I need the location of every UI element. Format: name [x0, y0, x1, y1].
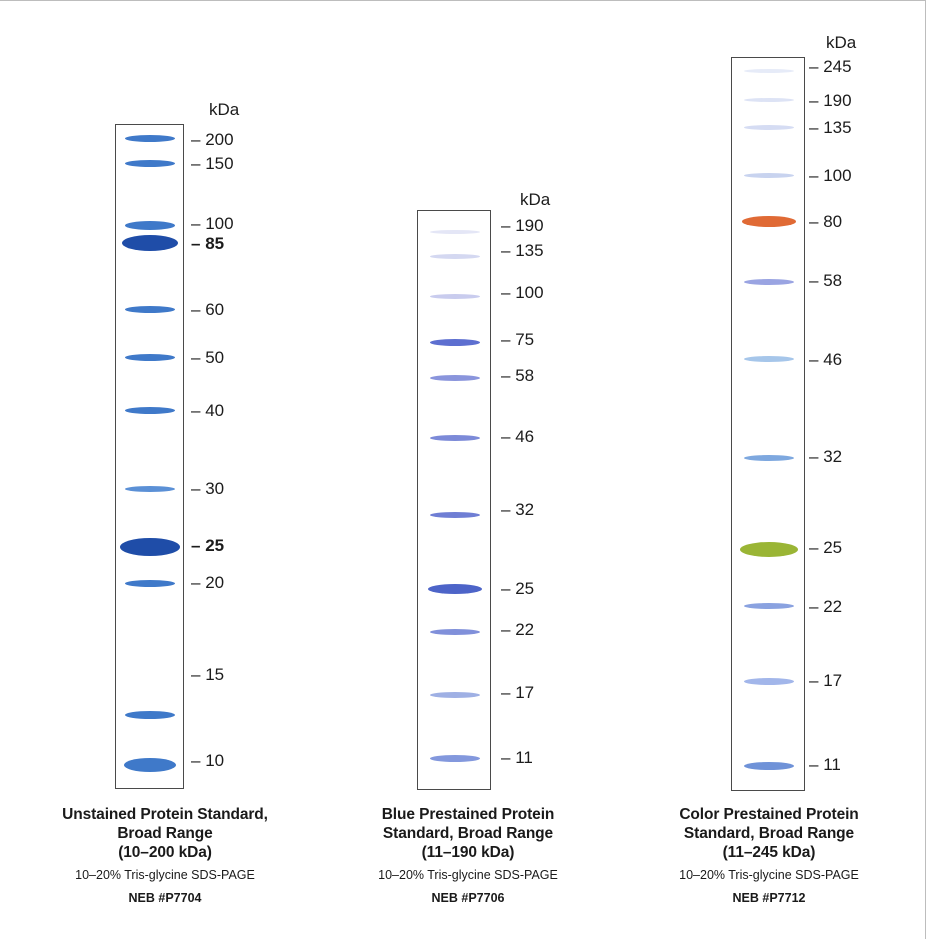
band-46	[430, 435, 480, 441]
band-58	[430, 375, 480, 381]
gel-type: 10–20% Tris-glycine SDS-PAGE	[378, 868, 558, 882]
band-58	[744, 279, 794, 285]
marker-label-58: – 58	[809, 271, 843, 290]
marker-label-11: – 11	[809, 755, 841, 774]
kda-label: kDa	[520, 190, 551, 209]
band-15	[125, 711, 175, 719]
gel-lane	[731, 57, 805, 791]
marker-label-40: – 40	[191, 401, 225, 420]
band-11	[430, 755, 480, 762]
marker-label-32: – 32	[501, 500, 535, 519]
band-190	[430, 230, 480, 234]
gel-lane	[417, 210, 491, 790]
marker-label-50: – 50	[191, 348, 225, 367]
marker-label-46: – 46	[809, 350, 843, 369]
caption-title: Blue Prestained Protein Standard, Broad …	[381, 806, 555, 861]
marker-label-46: – 46	[501, 427, 535, 446]
marker-label-25: – 25	[501, 579, 535, 598]
marker-label-58: – 58	[501, 366, 535, 385]
band-25	[120, 538, 180, 556]
band-32	[744, 455, 794, 461]
band-135	[744, 125, 794, 130]
marker-label-17: – 17	[809, 671, 843, 690]
marker-label-190: – 190	[501, 216, 544, 235]
catalog-number: NEB #P7706	[431, 891, 505, 905]
kda-label: kDa	[826, 33, 857, 52]
band-50	[125, 354, 175, 361]
gel-type: 10–20% Tris-glycine SDS-PAGE	[75, 868, 255, 882]
gel-lane	[115, 124, 184, 789]
marker-label-100: – 100	[809, 166, 852, 185]
band-30	[125, 486, 175, 492]
catalog-number: NEB #P7704	[128, 891, 202, 905]
kda-label: kDa	[209, 100, 240, 119]
band-10	[124, 758, 176, 772]
band-100	[430, 294, 480, 299]
band-25	[428, 584, 482, 594]
band-22	[430, 629, 480, 635]
marker-label-11: – 11	[501, 748, 533, 767]
band-60	[125, 306, 175, 313]
band-22	[744, 603, 794, 609]
band-75	[430, 339, 480, 346]
gel-type: 10–20% Tris-glycine SDS-PAGE	[679, 868, 859, 882]
caption-p7712: Color Prestained Protein Standard, Broad…	[639, 805, 899, 907]
marker-label-135: – 135	[809, 118, 852, 137]
band-11	[744, 762, 794, 770]
marker-label-135: – 135	[501, 241, 544, 260]
marker-label-85: – 85	[191, 234, 225, 253]
marker-label-100: – 100	[191, 214, 234, 233]
band-17	[430, 692, 480, 698]
band-85	[122, 235, 178, 251]
marker-label-100: – 100	[501, 283, 544, 302]
marker-label-15: – 15	[191, 665, 225, 684]
band-80	[742, 216, 796, 227]
marker-label-80: – 80	[809, 212, 843, 231]
marker-label-17: – 17	[501, 683, 535, 702]
marker-label-60: – 60	[191, 300, 225, 319]
marker-label-25: – 25	[809, 538, 843, 557]
catalog-number: NEB #P7712	[732, 891, 806, 905]
band-32	[430, 512, 480, 518]
band-100	[744, 173, 794, 178]
band-200	[125, 135, 175, 142]
band-135	[430, 254, 480, 259]
marker-label-10: – 10	[191, 751, 225, 770]
band-190	[744, 98, 794, 102]
marker-label-22: – 22	[501, 620, 535, 639]
marker-label-245: – 245	[809, 57, 852, 76]
band-40	[125, 407, 175, 414]
caption-p7704: Unstained Protein Standard, Broad Range …	[35, 805, 295, 907]
marker-label-150: – 150	[191, 154, 234, 173]
marker-label-200: – 200	[191, 130, 234, 149]
marker-label-20: – 20	[191, 573, 225, 592]
band-25	[740, 542, 798, 557]
marker-label-30: – 30	[191, 479, 225, 498]
band-150	[125, 160, 175, 167]
caption-p7706: Blue Prestained Protein Standard, Broad …	[338, 805, 598, 907]
marker-label-190: – 190	[809, 91, 852, 110]
band-17	[744, 678, 794, 685]
band-245	[744, 69, 794, 73]
band-100	[125, 221, 175, 230]
marker-label-25: – 25	[191, 536, 225, 555]
marker-label-32: – 32	[809, 447, 843, 466]
caption-title: Unstained Protein Standard, Broad Range …	[62, 806, 268, 861]
marker-label-22: – 22	[809, 597, 843, 616]
band-20	[125, 580, 175, 587]
marker-label-75: – 75	[501, 330, 535, 349]
band-46	[744, 356, 794, 362]
caption-title: Color Prestained Protein Standard, Broad…	[679, 806, 859, 861]
